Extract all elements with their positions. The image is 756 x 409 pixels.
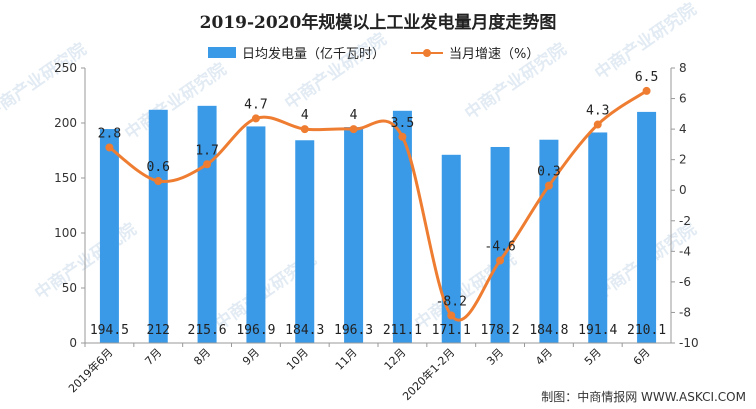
bar bbox=[148, 109, 168, 343]
right-tick-label: 6 bbox=[679, 92, 687, 106]
chart-title: 2019-2020年规模以上工业发电量月度走势图 bbox=[199, 13, 557, 33]
bar-layer bbox=[99, 105, 657, 343]
growth-point bbox=[398, 132, 407, 141]
bar-value-label: 191.4 bbox=[578, 323, 617, 338]
watermark-text: 中商产业研究院 bbox=[461, 39, 571, 124]
bar bbox=[197, 105, 217, 343]
bar-value-label: 194.5 bbox=[90, 323, 129, 338]
right-tick-label: -10 bbox=[679, 336, 699, 350]
growth-label: 2.8 bbox=[98, 126, 121, 141]
chart-legend: 日均发电量（亿千瓦时） 当月增速（%） bbox=[208, 43, 540, 62]
left-tick-label: 0 bbox=[69, 336, 77, 350]
left-tick-label: 50 bbox=[62, 281, 77, 295]
x-tick-label: 10月 bbox=[284, 346, 311, 373]
right-tick-label: 4 bbox=[679, 122, 687, 136]
right-tick-label: -8 bbox=[679, 305, 691, 319]
x-tick-label: 8月 bbox=[191, 346, 213, 368]
bar bbox=[246, 126, 266, 343]
line-layer bbox=[105, 86, 651, 322]
bar-value-label: 211.1 bbox=[383, 323, 422, 338]
bar bbox=[344, 127, 364, 343]
bar bbox=[588, 132, 608, 343]
growth-point bbox=[642, 86, 651, 95]
bar bbox=[637, 111, 657, 343]
x-tick-label: 7月 bbox=[142, 346, 164, 368]
watermark-text: 中商产业研究院 bbox=[31, 219, 141, 304]
growth-label: 4.3 bbox=[586, 104, 609, 119]
source-note: 制图：中商情报网 WWW.ASKCI.COM bbox=[541, 390, 746, 404]
growth-point bbox=[349, 125, 358, 134]
bar bbox=[392, 110, 412, 343]
growth-point bbox=[203, 160, 212, 169]
x-tick-label: 2020年1-2月 bbox=[399, 345, 457, 403]
x-tick-label: 5月 bbox=[582, 346, 604, 368]
left-tick-label: 100 bbox=[54, 226, 77, 240]
bar-value-label: 196.9 bbox=[236, 323, 275, 338]
bar-value-label: 212 bbox=[147, 323, 170, 338]
bar bbox=[490, 146, 510, 343]
growth-point bbox=[105, 143, 114, 152]
bar-value-label: 184.8 bbox=[529, 323, 568, 338]
bar-value-label: 215.6 bbox=[188, 323, 227, 338]
growth-point bbox=[300, 125, 309, 134]
bar-value-label: 210.1 bbox=[627, 323, 666, 338]
left-tick-label: 150 bbox=[54, 171, 77, 185]
bar-value-label: 178.2 bbox=[481, 323, 520, 338]
bar bbox=[99, 129, 119, 343]
bar bbox=[295, 140, 315, 343]
bar bbox=[441, 154, 461, 343]
growth-point bbox=[496, 256, 505, 265]
x-tick-label: 12月 bbox=[382, 346, 409, 373]
x-tick-label: 9月 bbox=[240, 346, 262, 368]
growth-label: 4 bbox=[350, 108, 358, 123]
growth-label: 3.5 bbox=[391, 116, 414, 131]
right-tick-label: -4 bbox=[679, 244, 691, 258]
legend-label-bar: 日均发电量（亿千瓦时） bbox=[242, 46, 386, 62]
right-tick-label: -6 bbox=[679, 275, 691, 289]
bar-value-label: 184.3 bbox=[285, 323, 324, 338]
x-tick-label: 4月 bbox=[533, 346, 555, 368]
growth-label: -4.6 bbox=[484, 240, 515, 255]
legend-swatch-bar bbox=[208, 46, 236, 58]
growth-point bbox=[593, 120, 602, 129]
right-tick-label: 8 bbox=[679, 61, 687, 75]
growth-label: 4.7 bbox=[244, 97, 267, 112]
label-layer: 2.8 0.6 1.7 4.7 4 4 3.5 -8.2 -4.6 0.3 4.3 6.5 194.5 2… bbox=[90, 70, 666, 338]
watermark-text: 中商产业研究院 bbox=[0, 39, 90, 124]
growth-point bbox=[251, 114, 260, 123]
bar-value-label: 196.3 bbox=[334, 323, 373, 338]
bar-value-label: 171.1 bbox=[432, 323, 471, 338]
growth-label: 4 bbox=[301, 108, 309, 123]
growth-label: -8.2 bbox=[436, 295, 467, 310]
growth-label: 0.3 bbox=[537, 165, 560, 180]
growth-point bbox=[154, 177, 163, 186]
x-tick-label: 2019年6月 bbox=[65, 345, 115, 395]
growth-label: 0.6 bbox=[147, 160, 170, 175]
legend-label-line: 当月增速（%） bbox=[449, 46, 540, 62]
right-tick-label: 0 bbox=[679, 183, 687, 197]
growth-point bbox=[447, 311, 456, 320]
watermark-text: 中商产业研究院 bbox=[281, 29, 391, 114]
x-tick-label: 6月 bbox=[631, 346, 653, 368]
right-tick-label: -2 bbox=[679, 214, 691, 228]
left-tick-label: 200 bbox=[54, 116, 77, 130]
x-tick-label: 3月 bbox=[484, 346, 506, 368]
growth-point bbox=[544, 181, 553, 190]
growth-line bbox=[108, 89, 648, 322]
right-tick-label: 2 bbox=[679, 153, 687, 167]
x-tick-label: 11月 bbox=[333, 346, 360, 373]
growth-label: 1.7 bbox=[195, 143, 218, 158]
growth-label: 6.5 bbox=[635, 70, 658, 85]
left-tick-label: 250 bbox=[54, 61, 77, 75]
legend-swatch-line bbox=[411, 47, 444, 58]
